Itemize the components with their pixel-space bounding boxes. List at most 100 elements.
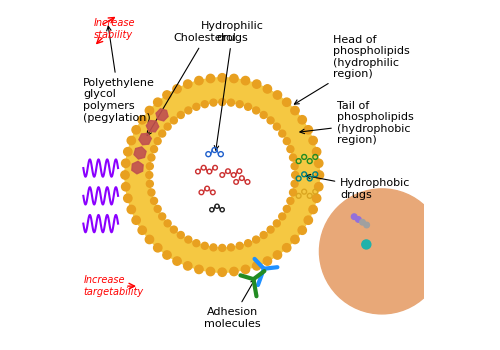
Circle shape [146,163,154,170]
Circle shape [154,138,161,145]
Circle shape [146,172,153,178]
Circle shape [290,154,296,161]
Circle shape [290,189,296,196]
Circle shape [282,244,291,252]
Circle shape [138,226,146,234]
Circle shape [314,183,323,191]
Circle shape [316,171,324,179]
Circle shape [146,106,154,115]
Text: Hydrophobic
drugs: Hydrophobic drugs [306,174,410,200]
Circle shape [170,117,177,124]
Circle shape [170,226,177,233]
Circle shape [210,99,217,106]
Circle shape [184,80,192,88]
Circle shape [193,103,200,110]
Circle shape [146,235,154,244]
Circle shape [298,116,306,124]
Circle shape [173,257,181,265]
Circle shape [218,268,226,277]
Circle shape [287,197,294,204]
Circle shape [164,123,171,130]
Text: Adhesion
molecules: Adhesion molecules [204,279,261,329]
Circle shape [267,226,274,233]
Text: Head of
phospholipids
(hydrophilic
region): Head of phospholipids (hydrophilic regio… [294,35,410,104]
Circle shape [228,99,234,106]
Circle shape [158,213,166,220]
Circle shape [146,180,154,187]
Circle shape [362,240,371,249]
Circle shape [252,236,260,243]
Circle shape [291,163,298,170]
Circle shape [242,265,250,274]
Circle shape [184,262,192,270]
Circle shape [124,148,132,156]
Circle shape [298,226,306,234]
Circle shape [236,242,243,249]
Circle shape [360,219,366,225]
Circle shape [154,244,162,252]
Circle shape [252,262,261,270]
Circle shape [127,136,136,145]
Circle shape [230,267,238,276]
Circle shape [287,146,294,153]
Circle shape [352,214,357,219]
Circle shape [279,130,285,137]
Circle shape [163,91,171,99]
Circle shape [291,180,298,187]
Circle shape [185,107,192,114]
Circle shape [206,267,214,276]
Circle shape [202,242,208,249]
Circle shape [320,189,444,314]
Circle shape [154,205,161,212]
Circle shape [218,244,226,251]
Circle shape [304,216,312,224]
Text: Hydrophilic
drugs: Hydrophilic drugs [201,21,264,150]
Circle shape [124,194,132,202]
Circle shape [263,85,272,93]
Circle shape [274,220,280,227]
Circle shape [274,123,280,130]
Circle shape [195,265,203,274]
Circle shape [202,101,208,108]
Circle shape [164,220,171,227]
Circle shape [154,98,162,106]
Circle shape [178,112,184,118]
Circle shape [279,213,285,220]
Circle shape [127,205,136,214]
Text: Tail of
phospholipids
(hydrophobic
region): Tail of phospholipids (hydrophobic regio… [300,100,414,145]
Circle shape [252,80,261,88]
Circle shape [309,205,318,214]
Circle shape [312,148,321,156]
Circle shape [218,99,226,106]
Circle shape [304,126,312,134]
Text: Polyethylene
glycol
polymers
(pegylation): Polyethylene glycol polymers (pegylation… [84,26,155,122]
Circle shape [309,136,318,145]
Circle shape [148,154,155,161]
Circle shape [121,171,129,179]
Circle shape [314,159,323,167]
Circle shape [263,257,272,265]
Circle shape [244,240,252,247]
Text: Increase
targetability: Increase targetability [84,275,144,297]
Circle shape [150,146,158,153]
Circle shape [132,216,140,224]
Circle shape [195,76,203,85]
Circle shape [206,74,214,83]
Circle shape [132,126,140,134]
Circle shape [292,172,298,178]
Circle shape [163,251,171,259]
Circle shape [356,217,361,222]
Circle shape [173,85,181,93]
Circle shape [228,244,234,251]
Circle shape [236,101,243,108]
Circle shape [218,74,226,82]
Circle shape [122,183,130,191]
Circle shape [282,98,291,106]
Circle shape [244,103,252,110]
Text: Cholesterol: Cholesterol [147,33,236,135]
Circle shape [291,235,299,244]
Circle shape [260,232,267,238]
Circle shape [185,236,192,243]
Circle shape [158,130,166,137]
Circle shape [284,205,290,212]
